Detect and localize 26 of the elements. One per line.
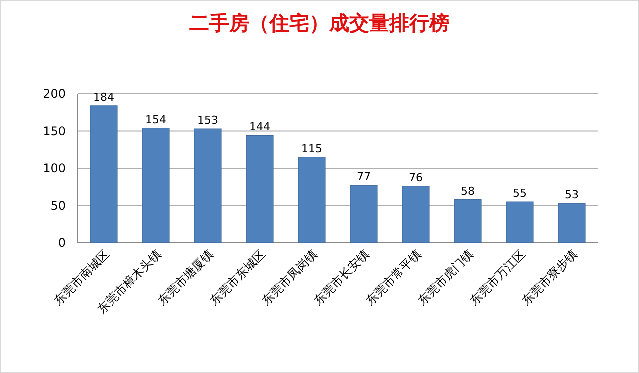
data-label: 76 [409,171,423,184]
bar [454,200,482,244]
bar [558,203,586,244]
bar [350,185,378,244]
data-label: 154 [146,113,166,126]
data-label: 153 [198,114,218,128]
bar [402,186,430,244]
y-tick-label: 50 [50,198,66,213]
y-tick-label: 150 [43,124,66,138]
data-label: 115 [302,142,322,156]
bar [194,128,222,244]
data-label: 144 [250,120,270,134]
chart-title: 二手房（住宅）成交量排行榜 [190,11,450,35]
data-label: 58 [461,184,475,198]
bar [90,106,118,244]
y-tick-label: 100 [43,162,66,176]
bar [246,135,274,244]
data-label: 184 [94,90,114,104]
y-tick-label: 0 [58,236,66,250]
data-label: 77 [357,170,371,184]
bar [506,202,534,244]
data-label: 53 [565,188,579,202]
data-label: 55 [513,187,527,200]
bar [142,128,170,244]
bar [298,157,326,244]
y-tick-label: 200 [43,87,66,101]
